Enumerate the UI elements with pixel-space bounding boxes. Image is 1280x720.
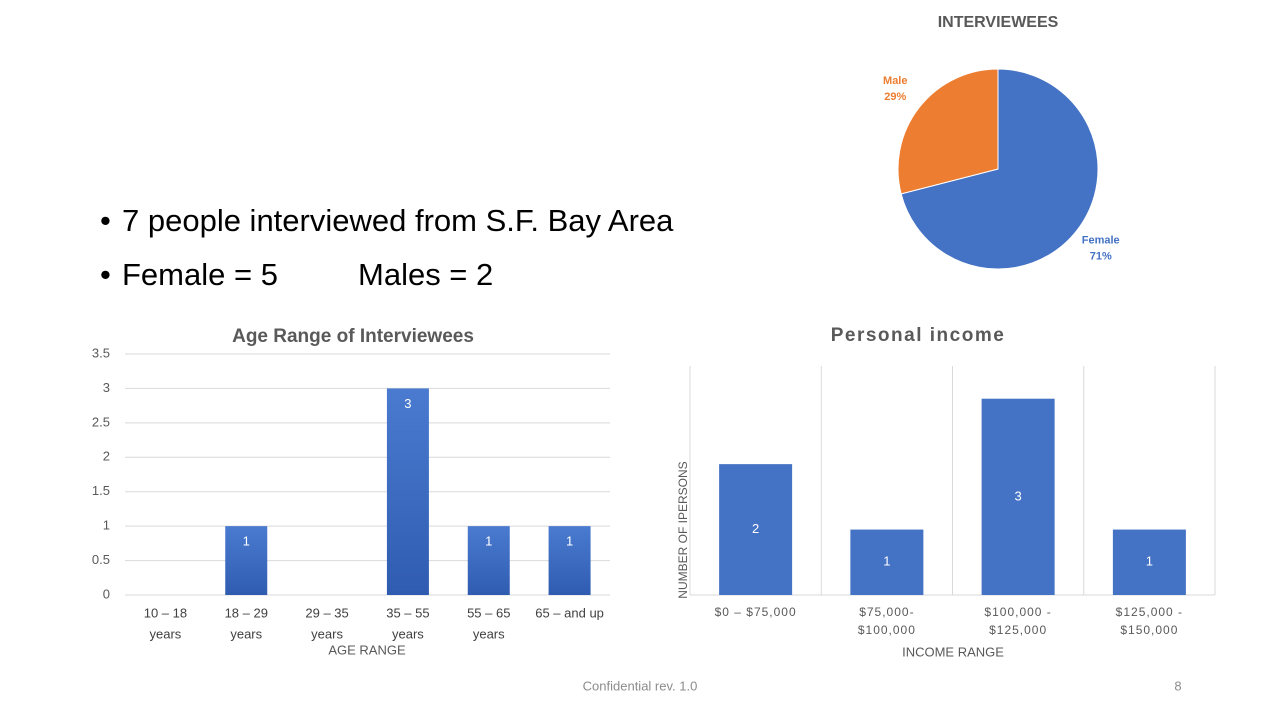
data-label: 1 xyxy=(485,534,492,549)
x-axis-label: AGE RANGE xyxy=(328,642,406,657)
y-tick-label: 0.5 xyxy=(92,552,110,567)
bullet-text: Female = 5 xyxy=(122,257,278,292)
x-tick-label: $125,000 - xyxy=(1116,605,1183,619)
x-tick-label: years xyxy=(230,626,262,641)
data-label: 3 xyxy=(404,396,411,411)
y-axis-label: NUMBER OF IPERSONS xyxy=(676,461,690,598)
bar xyxy=(981,398,1055,595)
bar xyxy=(386,388,429,595)
bullet-dot: • xyxy=(100,203,111,238)
x-tick-label: 65 – and up xyxy=(535,605,604,620)
bar xyxy=(467,526,510,595)
pie-slice xyxy=(897,68,999,195)
slice-label: Male xyxy=(883,75,907,87)
slice-value-label: 71% xyxy=(1090,251,1112,263)
chart-title: Age Range of Interviewees xyxy=(232,326,474,347)
pie-slice xyxy=(900,68,1099,270)
bar xyxy=(850,529,924,595)
x-tick-label: 18 – 29 xyxy=(225,605,268,620)
y-tick-label: 2.5 xyxy=(92,414,110,429)
bullet-text: 7 people interviewed from S.F. Bay Area xyxy=(122,203,674,238)
x-tick-label: years xyxy=(311,626,343,641)
y-tick-label: 3 xyxy=(103,380,110,395)
x-tick-label: years xyxy=(473,626,505,641)
data-label: 1 xyxy=(883,554,890,569)
bullet-text: Males = 2 xyxy=(358,257,493,292)
x-tick-label: years xyxy=(150,626,182,641)
x-tick-label: 10 – 18 xyxy=(144,605,187,620)
page-number: 8 xyxy=(1174,678,1181,693)
footer-text: Confidential rev. 1.0 xyxy=(583,678,698,693)
x-tick-label: $125,000 xyxy=(989,623,1047,637)
data-label: 3 xyxy=(1015,488,1022,503)
x-tick-label: years xyxy=(392,626,424,641)
y-tick-label: 2 xyxy=(103,449,110,464)
data-label: 1 xyxy=(1146,554,1153,569)
chart-title: INTERVIEWEES xyxy=(938,14,1059,31)
bar xyxy=(719,464,793,595)
x-tick-label: 29 – 35 xyxy=(305,605,348,620)
data-label: 1 xyxy=(243,534,250,549)
bullet-dot: • xyxy=(100,257,111,292)
data-label: 1 xyxy=(566,534,573,549)
bar xyxy=(225,526,268,595)
y-tick-label: 1 xyxy=(103,518,110,533)
bar xyxy=(1112,529,1186,595)
x-tick-label: 35 – 55 xyxy=(386,605,429,620)
x-tick-label: 55 – 65 xyxy=(467,605,510,620)
y-tick-label: 3.5 xyxy=(92,345,110,360)
slice-label: Female xyxy=(1082,235,1120,247)
bar xyxy=(548,526,591,595)
x-tick-label: $100,000 - xyxy=(984,605,1051,619)
y-tick-label: 0 xyxy=(103,586,110,601)
slice-value-label: 29% xyxy=(884,91,906,103)
x-axis-label: INCOME RANGE xyxy=(902,644,1004,659)
x-tick-label: $150,000 xyxy=(1120,623,1178,637)
x-tick-label: $100,000 xyxy=(858,623,916,637)
x-tick-label: $0 – $75,000 xyxy=(715,605,797,619)
data-label: 2 xyxy=(752,521,759,536)
chart-title: Personal income xyxy=(831,325,1006,346)
x-tick-label: $75,000- xyxy=(859,605,914,619)
y-tick-label: 1.5 xyxy=(92,483,110,498)
